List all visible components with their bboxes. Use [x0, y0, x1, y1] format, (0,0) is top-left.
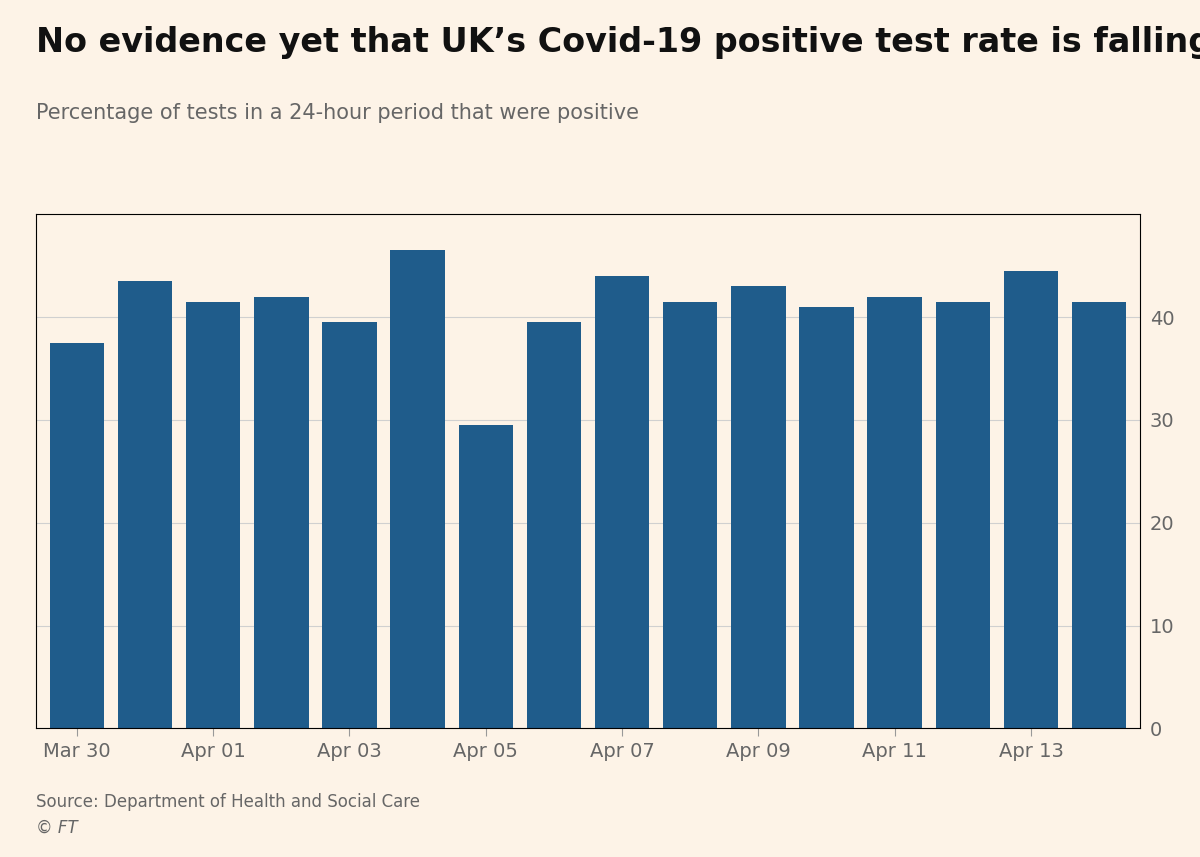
- Bar: [254, 297, 308, 728]
- Bar: [458, 425, 514, 728]
- Bar: [799, 307, 853, 728]
- Bar: [323, 322, 377, 728]
- Bar: [1072, 302, 1127, 728]
- Bar: [186, 302, 240, 728]
- Bar: [390, 250, 445, 728]
- Bar: [936, 302, 990, 728]
- Text: Source: Department of Health and Social Care: Source: Department of Health and Social …: [36, 793, 420, 811]
- Text: No evidence yet that UK’s Covid-19 positive test rate is falling: No evidence yet that UK’s Covid-19 posit…: [36, 26, 1200, 59]
- Bar: [868, 297, 922, 728]
- Bar: [49, 343, 104, 728]
- Text: © FT: © FT: [36, 818, 78, 836]
- Text: Percentage of tests in a 24-hour period that were positive: Percentage of tests in a 24-hour period …: [36, 103, 640, 123]
- Bar: [731, 286, 786, 728]
- Bar: [1003, 271, 1058, 728]
- Bar: [662, 302, 718, 728]
- Bar: [118, 281, 173, 728]
- Bar: [527, 322, 581, 728]
- Bar: [595, 276, 649, 728]
